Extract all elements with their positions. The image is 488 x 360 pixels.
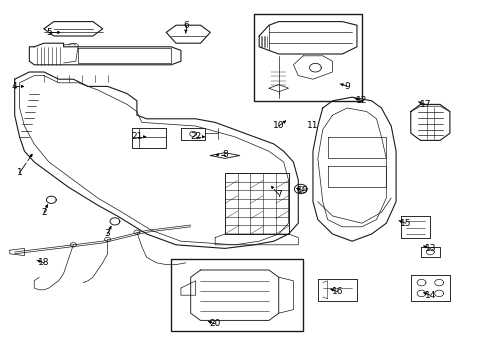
Text: 3: 3	[104, 230, 110, 239]
Text: 18: 18	[38, 258, 50, 267]
Text: 1: 1	[17, 168, 22, 177]
Text: 7: 7	[275, 190, 281, 199]
Text: 12: 12	[355, 96, 367, 105]
Text: 10: 10	[272, 122, 284, 130]
Text: 4: 4	[12, 82, 18, 91]
Text: 17: 17	[419, 100, 430, 109]
Text: 2: 2	[41, 208, 47, 217]
Text: 20: 20	[209, 320, 221, 328]
Text: 19: 19	[297, 186, 308, 195]
Text: 13: 13	[424, 244, 435, 253]
Text: 22: 22	[189, 132, 201, 141]
Text: 6: 6	[183, 21, 188, 30]
Text: 15: 15	[399, 219, 411, 228]
Text: 5: 5	[46, 28, 52, 37]
Text: 14: 14	[424, 291, 435, 300]
Text: 11: 11	[306, 122, 318, 130]
Text: 16: 16	[331, 287, 343, 296]
Text: 21: 21	[131, 132, 142, 141]
Text: 9: 9	[344, 82, 349, 91]
Text: 8: 8	[222, 150, 227, 159]
